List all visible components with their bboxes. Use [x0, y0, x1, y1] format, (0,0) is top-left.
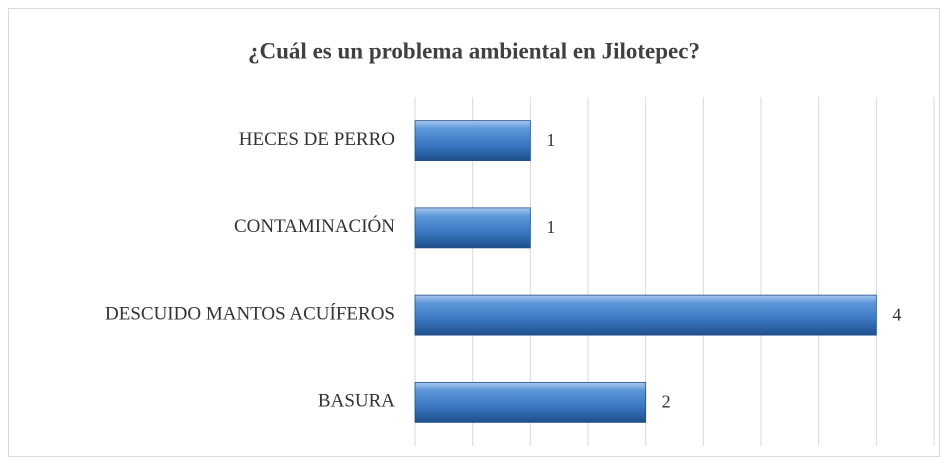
bar: [414, 207, 531, 249]
y-tick-label: DESCUIDO MANTOS ACUÍFEROS: [105, 302, 395, 324]
chart-title: ¿Cuál es un problema ambiental en Jilote…: [248, 38, 700, 63]
bar: [414, 381, 647, 423]
data-label: 1: [546, 130, 555, 150]
data-label: 1: [546, 217, 555, 237]
y-tick-label: CONTAMINACIÓN: [234, 215, 395, 237]
y-tick-label: HECES DE PERRO: [239, 129, 395, 150]
bar: [414, 120, 531, 162]
data-label: 4: [892, 304, 901, 324]
data-label: 2: [662, 392, 671, 412]
bar: [414, 294, 877, 336]
y-tick-label: BASURA: [318, 391, 395, 412]
